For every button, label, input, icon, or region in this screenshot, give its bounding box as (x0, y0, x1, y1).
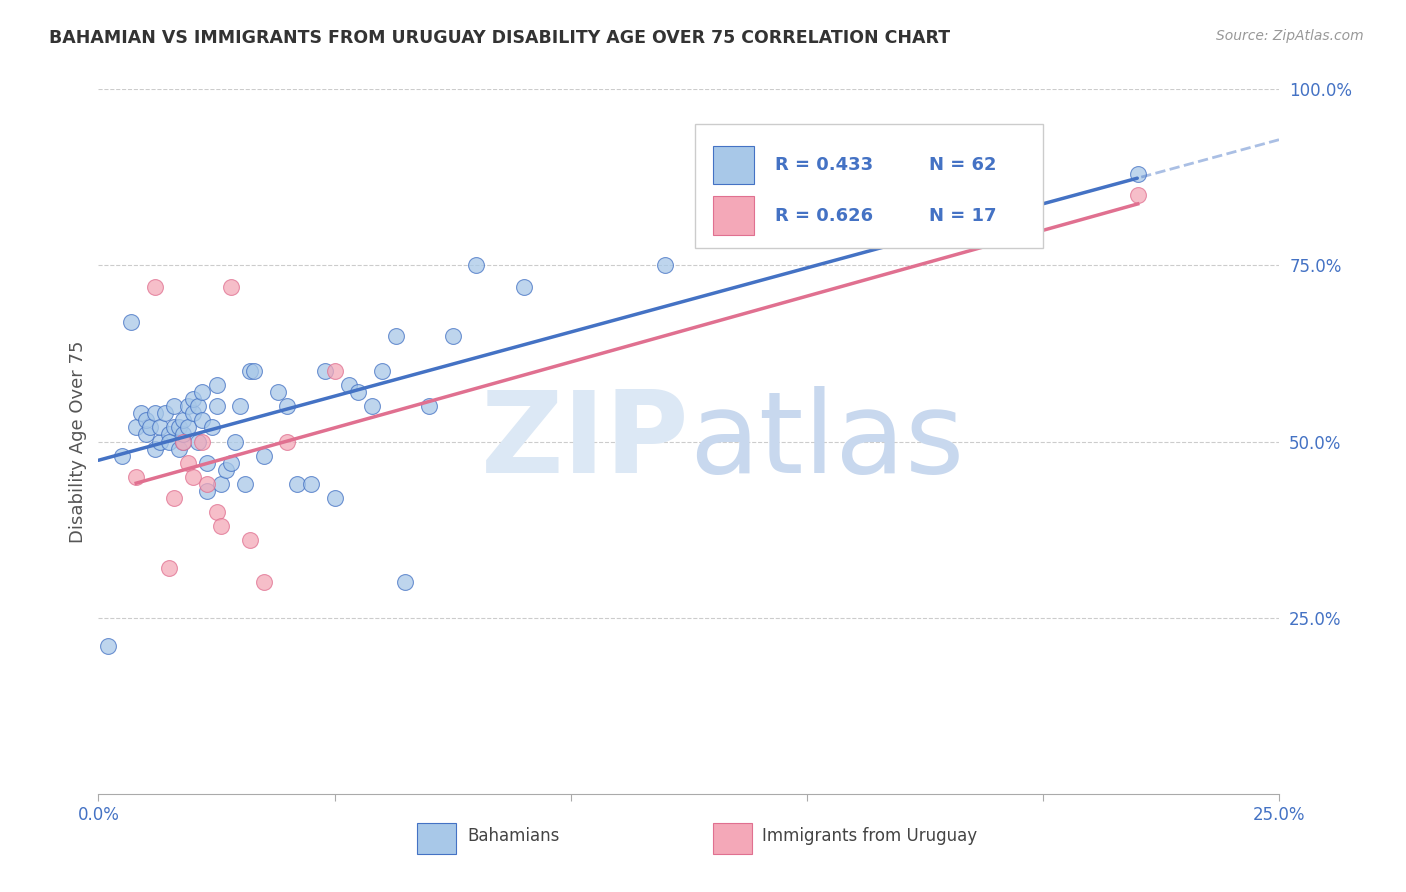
Point (191, 434, 214, 449)
FancyBboxPatch shape (713, 823, 752, 854)
Point (172, 427, 194, 442)
Point (209, 476, 232, 491)
Y-axis label: Disability Age Over 75: Disability Age Over 75 (69, 340, 87, 543)
Point (243, 364, 266, 378)
Point (314, 364, 336, 378)
Point (239, 364, 262, 378)
Point (205, 505, 228, 519)
Text: Bahamians: Bahamians (467, 827, 560, 845)
Point (167, 420, 190, 434)
Point (337, 378, 360, 392)
Point (125, 469, 148, 483)
Point (97, 639, 120, 653)
Point (267, 385, 290, 400)
Point (143, 442, 166, 456)
Point (177, 399, 200, 413)
Point (276, 434, 298, 449)
Point (172, 434, 194, 449)
Point (143, 279, 166, 293)
Point (253, 449, 276, 463)
Point (163, 420, 186, 434)
FancyBboxPatch shape (695, 124, 1043, 248)
FancyBboxPatch shape (418, 823, 457, 854)
Point (224, 434, 246, 449)
Text: Source: ZipAtlas.com: Source: ZipAtlas.com (1216, 29, 1364, 43)
Point (191, 385, 214, 400)
Point (323, 364, 346, 378)
Point (276, 399, 298, 413)
Text: Immigrants from Uruguay: Immigrants from Uruguay (762, 827, 977, 845)
Point (129, 406, 152, 420)
Point (441, 328, 464, 343)
Point (219, 279, 242, 293)
Text: R = 0.433: R = 0.433 (775, 156, 873, 174)
Point (143, 406, 166, 420)
Text: ZIP: ZIP (481, 386, 689, 497)
Point (181, 469, 204, 483)
Point (163, 491, 186, 505)
Point (163, 399, 186, 413)
Point (111, 449, 134, 463)
FancyBboxPatch shape (713, 145, 754, 185)
Point (157, 434, 180, 449)
Point (135, 427, 157, 442)
Point (195, 476, 218, 491)
Point (371, 364, 394, 378)
Point (139, 420, 162, 434)
Point (205, 399, 228, 413)
Point (347, 385, 370, 400)
Point (1126, 167, 1149, 181)
Point (153, 406, 176, 420)
Point (361, 399, 384, 413)
Point (465, 259, 488, 273)
Text: N = 17: N = 17 (929, 207, 997, 225)
Point (394, 575, 416, 590)
Point (253, 575, 276, 590)
Text: BAHAMIAN VS IMMIGRANTS FROM URUGUAY DISABILITY AGE OVER 75 CORRELATION CHART: BAHAMIAN VS IMMIGRANTS FROM URUGUAY DISA… (49, 29, 950, 46)
Point (125, 420, 148, 434)
Point (205, 378, 228, 392)
Text: R = 0.626: R = 0.626 (775, 207, 873, 225)
Text: N = 62: N = 62 (929, 156, 997, 174)
Point (121, 315, 143, 329)
Point (229, 399, 252, 413)
Point (149, 434, 172, 449)
Point (209, 519, 232, 533)
Point (187, 399, 209, 413)
Point (239, 533, 262, 548)
Point (177, 420, 200, 434)
Point (512, 279, 534, 293)
Point (181, 406, 204, 420)
Point (157, 561, 180, 575)
Text: atlas: atlas (689, 386, 965, 497)
Point (323, 491, 346, 505)
Point (177, 456, 200, 470)
Point (149, 420, 172, 434)
Point (191, 413, 214, 427)
Point (1126, 187, 1149, 202)
Point (654, 259, 676, 273)
Point (219, 456, 242, 470)
Point (172, 434, 194, 449)
Point (181, 392, 204, 407)
Point (167, 442, 190, 456)
Point (187, 434, 209, 449)
Point (215, 463, 238, 477)
Point (385, 328, 408, 343)
Point (157, 427, 180, 442)
Point (418, 399, 440, 413)
Point (201, 420, 224, 434)
Point (195, 456, 218, 470)
Point (172, 413, 194, 427)
Point (195, 483, 218, 498)
FancyBboxPatch shape (713, 196, 754, 235)
Point (299, 476, 322, 491)
Point (285, 476, 308, 491)
Point (135, 413, 157, 427)
Point (233, 476, 256, 491)
